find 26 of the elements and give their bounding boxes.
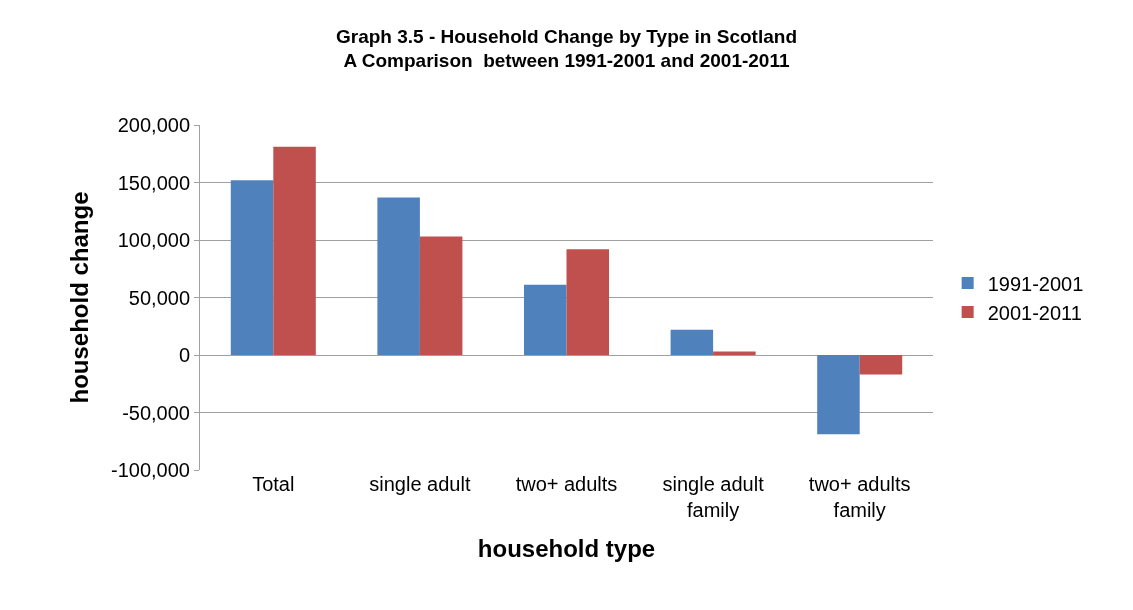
legend-label: 2001-2011 [987,301,1082,324]
y-tick-label: 100,000 [117,229,190,251]
bar [377,197,420,355]
x-tick-label: single adult [369,473,471,495]
bar [859,355,903,375]
bar [566,249,610,355]
bar [670,329,714,355]
bar [817,355,860,435]
y-tick-label: 50,000 [128,286,190,309]
x-tick-label: two+ adults [515,473,618,495]
y-tick-label: 200,000 [117,114,190,136]
y-tick-label: -50,000 [122,401,190,424]
bar [230,180,274,355]
y-tick-label: 150,000 [117,171,190,194]
legend-label: 1991-2001 [987,272,1084,295]
bar [419,236,463,355]
x-tick-label: single adult family [662,473,765,521]
bar [273,146,316,355]
x-tick-label: Total [252,473,295,495]
x-axis-title: household type [477,535,656,563]
y-tick-label: -100,000 [111,459,190,481]
bar [523,284,567,355]
y-axis-title: household change [66,191,94,404]
x-tick-label: two+ adults family [808,473,911,521]
y-tick-label: 0 [178,344,190,366]
chart-title: Graph 3.5 - Household Change by Type in Scotland A Comparison between 1991-2001 and 2001-2011 [336,25,797,72]
